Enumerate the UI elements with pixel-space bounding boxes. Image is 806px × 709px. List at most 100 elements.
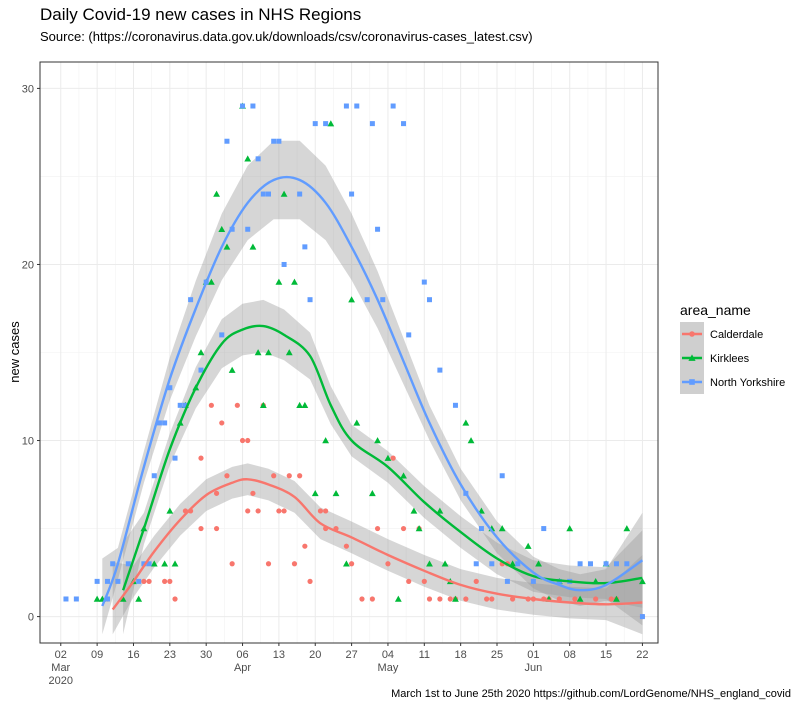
data-point bbox=[354, 103, 360, 109]
data-point bbox=[406, 332, 412, 338]
y-tick-label: 10 bbox=[22, 436, 34, 448]
confidence-band bbox=[102, 140, 643, 635]
data-point bbox=[390, 103, 396, 109]
data-point bbox=[188, 297, 194, 303]
data-point bbox=[385, 561, 391, 567]
data-point bbox=[639, 577, 646, 585]
legend-label: North Yorkshire bbox=[710, 377, 785, 389]
data-point bbox=[177, 402, 183, 408]
data-point bbox=[593, 596, 599, 602]
data-point bbox=[426, 596, 433, 602]
data-point bbox=[260, 191, 266, 197]
data-point bbox=[156, 420, 162, 426]
data-point bbox=[276, 138, 282, 144]
legend-key-marker bbox=[689, 331, 695, 337]
x-tick-label: 23 bbox=[164, 649, 176, 661]
data-point bbox=[572, 596, 578, 602]
data-point bbox=[239, 437, 246, 444]
data-point bbox=[219, 332, 225, 338]
data-point bbox=[151, 473, 157, 479]
data-point bbox=[515, 561, 521, 567]
data-point bbox=[332, 489, 340, 497]
x-tick-label: 27 bbox=[345, 649, 357, 661]
legend-title: area_name bbox=[680, 302, 751, 318]
data-point bbox=[135, 595, 143, 602]
data-point bbox=[323, 121, 329, 127]
data-point bbox=[275, 278, 283, 285]
data-point bbox=[478, 507, 485, 514]
panel-border bbox=[39, 61, 659, 644]
data-point bbox=[281, 261, 287, 267]
data-point bbox=[146, 578, 152, 584]
data-point bbox=[524, 542, 532, 549]
legend-key-marker bbox=[688, 354, 696, 361]
data-point bbox=[171, 560, 179, 567]
data-point bbox=[312, 121, 318, 127]
data-point bbox=[400, 472, 407, 479]
data-point bbox=[384, 454, 392, 461]
data-point bbox=[462, 419, 470, 426]
legend-key-marker bbox=[689, 379, 695, 385]
data-point bbox=[73, 596, 79, 602]
data-point bbox=[182, 402, 188, 408]
data-point bbox=[271, 473, 277, 479]
data-point bbox=[213, 525, 220, 532]
data-point bbox=[162, 420, 168, 426]
chart-subtitle: Source: (https://coronavirus.data.gov.uk… bbox=[40, 29, 533, 44]
data-point bbox=[281, 508, 287, 514]
data-point bbox=[639, 614, 645, 620]
x-tick-label: 04 bbox=[382, 649, 394, 661]
data-point bbox=[198, 525, 204, 532]
smooth-lines bbox=[101, 175, 644, 611]
data-point bbox=[473, 578, 479, 584]
data-point bbox=[556, 596, 562, 602]
data-point bbox=[240, 103, 246, 109]
data-point bbox=[369, 596, 375, 602]
data-point bbox=[406, 578, 412, 584]
data-point bbox=[327, 120, 335, 127]
data-point bbox=[266, 191, 272, 197]
smooth-line bbox=[101, 175, 644, 607]
data-point bbox=[172, 596, 178, 602]
data-point bbox=[374, 525, 381, 532]
data-point bbox=[245, 437, 251, 444]
x-tick-month-label: Mar bbox=[51, 662, 70, 674]
data-point bbox=[291, 561, 298, 567]
data-point bbox=[228, 366, 236, 373]
data-point bbox=[504, 578, 510, 584]
data-point bbox=[259, 401, 267, 409]
x-tick-label: 13 bbox=[273, 649, 285, 661]
data-point bbox=[250, 490, 256, 496]
data-point bbox=[577, 561, 583, 567]
data-point bbox=[608, 596, 614, 602]
x-tick-label: 30 bbox=[200, 649, 212, 661]
data-point bbox=[478, 526, 484, 532]
data-point bbox=[311, 489, 319, 497]
data-point bbox=[603, 561, 609, 567]
data-point bbox=[166, 507, 174, 514]
data-point bbox=[380, 297, 386, 303]
data-point bbox=[530, 578, 536, 584]
data-point bbox=[368, 489, 376, 497]
data-point bbox=[436, 507, 444, 514]
data-point bbox=[218, 225, 226, 232]
y-tick-label: 30 bbox=[22, 83, 34, 95]
smooth-line bbox=[111, 478, 643, 611]
data-point bbox=[437, 367, 443, 373]
data-point bbox=[624, 561, 630, 567]
x-tick-month-label: Apr bbox=[234, 662, 251, 674]
data-point bbox=[349, 191, 355, 197]
data-point bbox=[463, 596, 469, 602]
data-point bbox=[441, 560, 449, 567]
data-point bbox=[302, 244, 308, 250]
data-point bbox=[271, 138, 277, 144]
data-point bbox=[245, 226, 251, 232]
data-point bbox=[63, 596, 69, 602]
data-point bbox=[93, 595, 101, 602]
confidence-band bbox=[123, 299, 643, 635]
data-point bbox=[167, 578, 173, 584]
chart-title: Daily Covid-19 new cases in NHS Regions bbox=[40, 5, 362, 24]
data-point bbox=[364, 297, 370, 303]
data-point bbox=[421, 279, 427, 285]
